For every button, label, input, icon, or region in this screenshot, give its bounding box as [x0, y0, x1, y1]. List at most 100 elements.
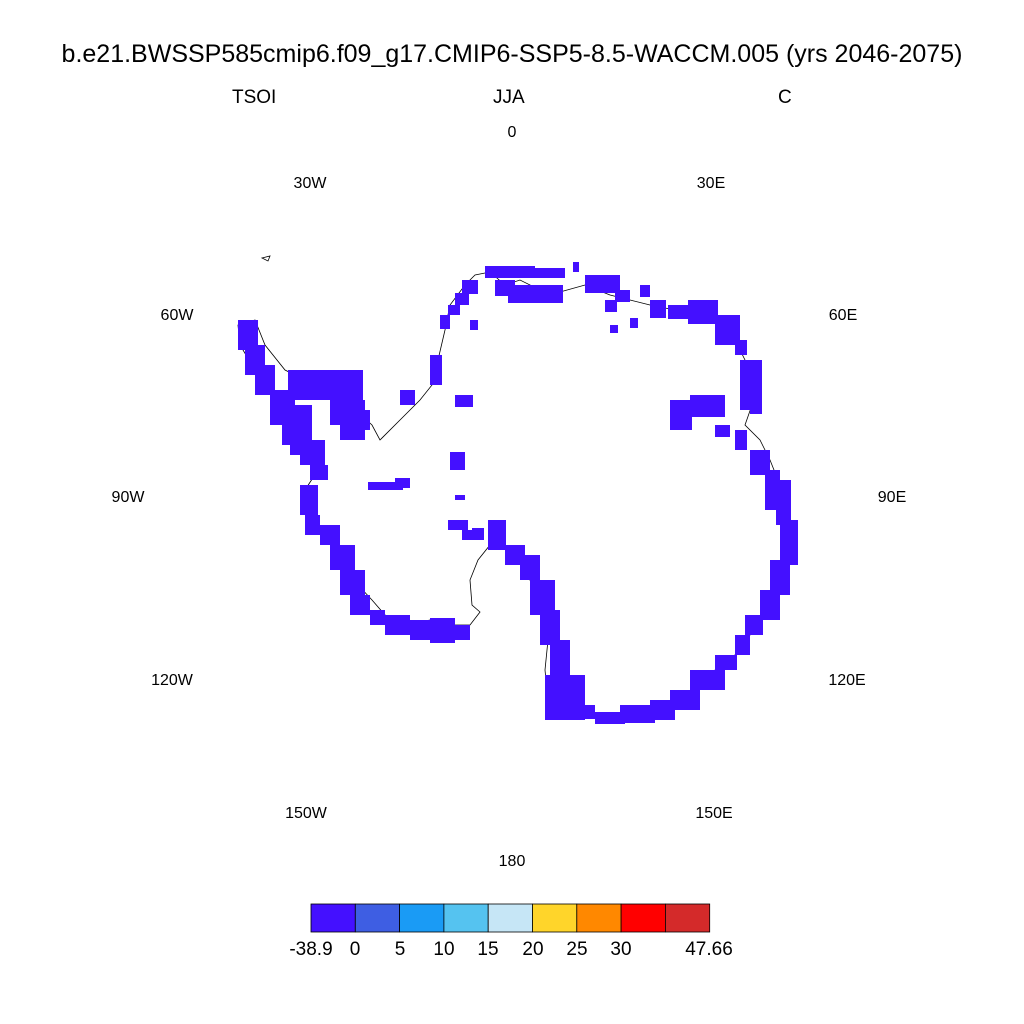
- colorbar-swatch: [443, 903, 489, 933]
- tsoi-grid-cell: [780, 520, 798, 565]
- tsoi-grid-cell: [455, 395, 473, 407]
- units-label: C: [778, 87, 792, 108]
- colorbar-label-6: 25: [566, 939, 588, 960]
- tsoi-grid-cell: [650, 300, 666, 318]
- tsoi-grid-cell: [455, 495, 465, 500]
- antarctica-coastline: [237, 271, 791, 721]
- tsoi-grid-cell: [450, 625, 470, 640]
- tsoi-grid-cell: [462, 280, 478, 294]
- colorbar-swatch: [310, 903, 356, 933]
- tsoi-grid-cell: [630, 318, 638, 328]
- tsoi-grid-cells: [238, 262, 798, 724]
- tsoi-grid-cell: [715, 655, 737, 670]
- tsoi-grid-cell: [715, 425, 730, 437]
- tsoi-grid-cell: [735, 635, 750, 655]
- colorbar-swatch: [532, 903, 578, 933]
- plot-title: b.e21.BWSSP585cmip6.f09_g17.CMIP6-SSP5-8…: [61, 40, 963, 68]
- tsoi-grid-cell: [340, 420, 355, 440]
- tsoi-grid-cell: [770, 560, 790, 595]
- tsoi-grid-cell: [530, 580, 555, 615]
- lon-label-60w: 60W: [160, 307, 194, 324]
- tsoi-grid-cell: [545, 675, 585, 720]
- tsoi-grid-cell: [688, 300, 718, 324]
- tsoi-grid-cell: [410, 620, 430, 640]
- tsoi-grid-cell: [288, 370, 363, 400]
- tsoi-grid-cell: [585, 275, 620, 293]
- tsoi-grid-cell: [305, 515, 320, 535]
- tsoi-grid-cell: [735, 430, 747, 450]
- colorbar-label-7: 30: [610, 939, 632, 960]
- lon-label-90w: 90W: [111, 489, 145, 506]
- tsoi-grid-cell: [485, 266, 535, 278]
- tsoi-grid-cell: [505, 545, 525, 565]
- colorbar-swatch: [354, 903, 400, 933]
- lon-label-150e: 150E: [695, 805, 733, 822]
- tsoi-grid-cell: [385, 615, 410, 635]
- colorbar-label-2: 5: [394, 939, 406, 960]
- lon-label-30e: 30E: [696, 175, 726, 192]
- tsoi-grid-cell: [615, 290, 630, 302]
- tsoi-grid-cell: [690, 670, 725, 690]
- colorbar-label-5: 20: [522, 939, 544, 960]
- tsoi-grid-cell: [745, 615, 763, 635]
- tsoi-grid-cell: [690, 395, 725, 417]
- tsoi-grid-cell: [330, 545, 355, 570]
- tsoi-grid-cell: [238, 320, 258, 350]
- lon-label-30w: 30W: [293, 175, 327, 192]
- tsoi-grid-cell: [495, 280, 515, 296]
- tsoi-grid-cell: [450, 452, 465, 470]
- lon-label-90e: 90E: [877, 489, 907, 506]
- colorbar-label-8: 47.66: [685, 939, 733, 960]
- tsoi-grid-cell: [300, 485, 318, 515]
- tsoi-grid-cell: [448, 305, 460, 315]
- tsoi-grid-cell: [395, 478, 410, 488]
- colorbar-swatch: [399, 903, 445, 933]
- tsoi-grid-cell: [300, 440, 325, 465]
- colorbar: [310, 903, 711, 933]
- colorbar-swatch: [487, 903, 533, 933]
- tsoi-grid-cell: [310, 465, 328, 480]
- tsoi-grid-cell: [340, 570, 365, 595]
- tsoi-grid-cell: [255, 365, 275, 395]
- tsoi-grid-cell: [470, 320, 478, 330]
- lon-label-0: 0: [507, 124, 517, 141]
- colorbar-label-4: 15: [477, 939, 499, 960]
- tsoi-grid-cell: [610, 325, 618, 333]
- tsoi-grid-cell: [525, 268, 565, 278]
- tsoi-grid-cell: [355, 410, 370, 430]
- tsoi-grid-cell: [400, 390, 415, 405]
- season-label: JJA: [493, 87, 525, 108]
- lon-label-180: 180: [498, 853, 526, 870]
- colorbar-swatch: [576, 903, 622, 933]
- small-island-outline: [260, 255, 271, 262]
- tsoi-grid-cell: [595, 712, 625, 724]
- tsoi-grid-cell: [550, 640, 570, 675]
- tsoi-grid-cell: [368, 482, 403, 490]
- tsoi-grid-cell: [735, 340, 747, 355]
- tsoi-grid-cell: [573, 262, 579, 272]
- tsoi-grid-cell: [540, 610, 560, 645]
- tsoi-grid-cell: [740, 360, 762, 410]
- tsoi-grid-cell: [455, 293, 469, 305]
- tsoi-grid-cell: [370, 610, 385, 625]
- tsoi-grid-cell: [605, 300, 617, 312]
- tsoi-grid-cell: [776, 480, 791, 525]
- lon-label-120w: 120W: [151, 672, 193, 689]
- tsoi-grid-cell: [440, 315, 450, 329]
- lon-label-60e: 60E: [828, 307, 858, 324]
- tsoi-grid-cell: [750, 400, 762, 414]
- colorbar-swatch: [665, 903, 711, 933]
- colorbar-swatch: [620, 903, 666, 933]
- colorbar-label-0: -38.9: [289, 939, 333, 960]
- colorbar-label-1: 0: [349, 939, 361, 960]
- tsoi-grid-cell: [620, 705, 655, 723]
- tsoi-grid-cell: [462, 530, 482, 540]
- tsoi-grid-cell: [350, 595, 370, 615]
- tsoi-grid-cell: [750, 450, 770, 475]
- colorbar-label-3: 10: [433, 939, 455, 960]
- lon-label-120e: 120E: [828, 672, 866, 689]
- variable-label: TSOI: [232, 87, 277, 108]
- tsoi-grid-cell: [320, 525, 340, 545]
- tsoi-grid-cell: [430, 355, 442, 385]
- tsoi-grid-cell: [640, 285, 650, 297]
